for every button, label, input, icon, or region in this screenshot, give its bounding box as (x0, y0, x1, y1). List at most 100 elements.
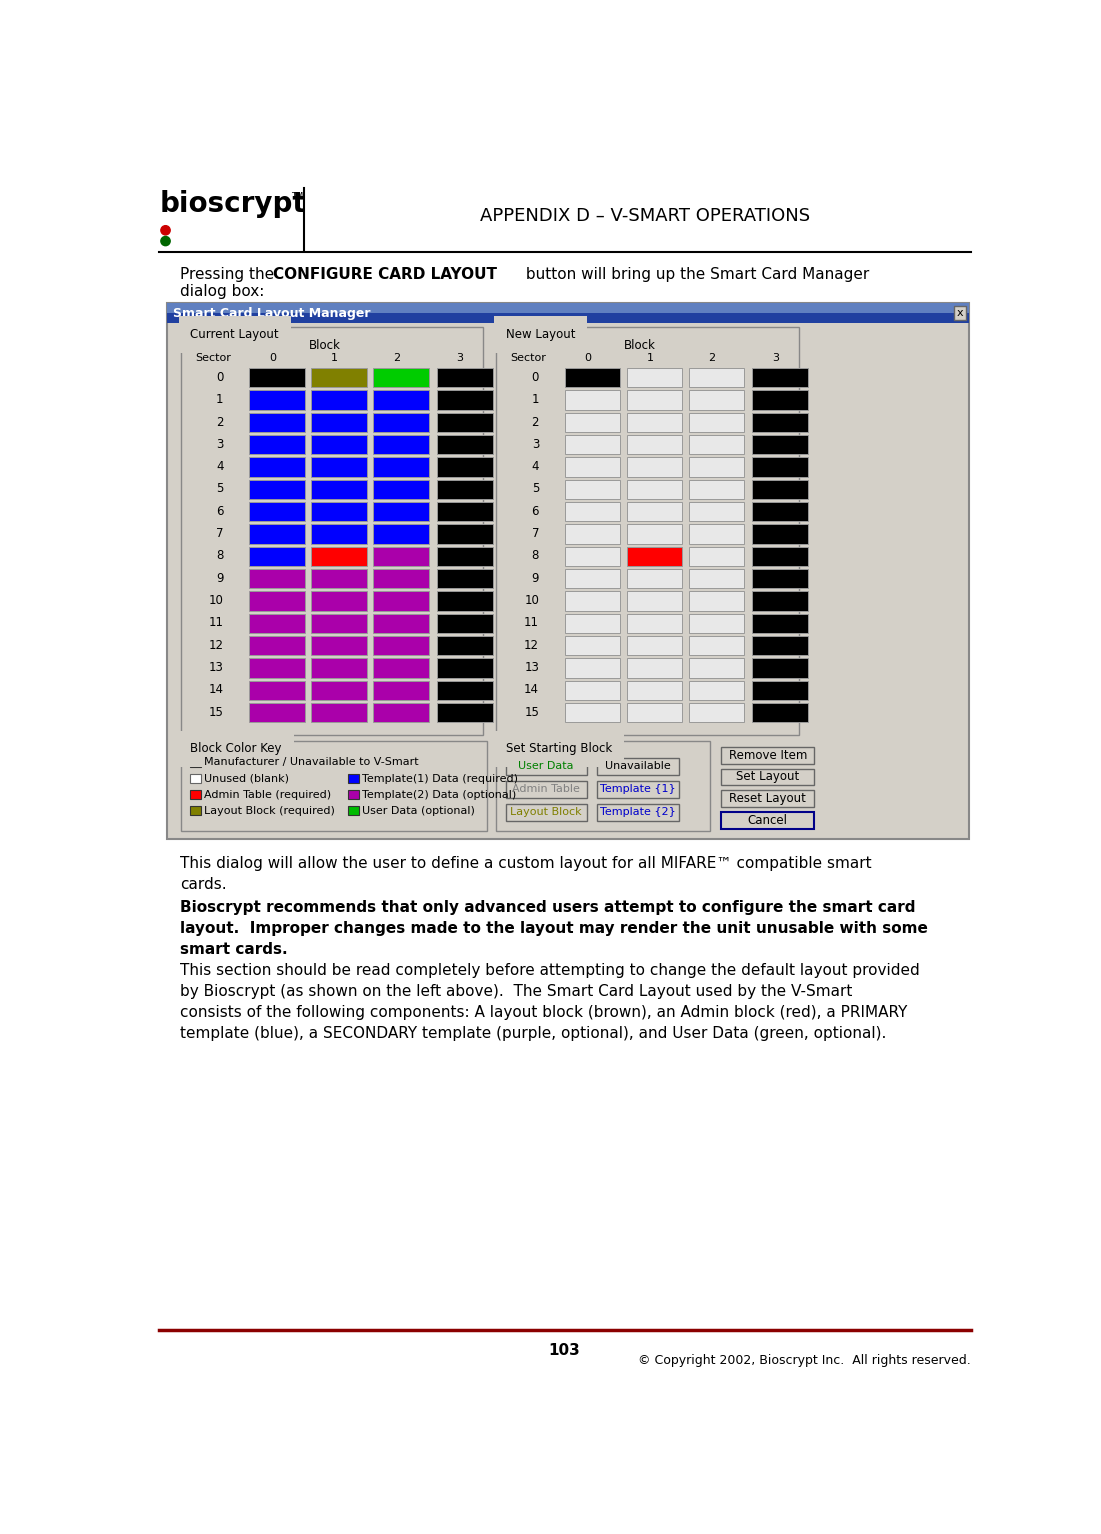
Bar (752, 368, 808, 388)
Bar (437, 413, 492, 433)
Text: Remove Item: Remove Item (729, 749, 807, 762)
Bar (626, 614, 683, 634)
Text: 1: 1 (532, 393, 539, 407)
Bar (688, 658, 744, 678)
Text: Template(2) Data (optional): Template(2) Data (optional) (361, 790, 516, 799)
Circle shape (161, 225, 171, 235)
Bar (688, 368, 744, 388)
Bar (249, 637, 305, 655)
Text: 6: 6 (532, 505, 539, 518)
Bar (688, 546, 744, 566)
Bar (597, 758, 678, 775)
Text: 0: 0 (532, 371, 539, 384)
Text: x: x (957, 308, 963, 318)
Bar (181, 741, 487, 831)
Bar (688, 569, 744, 589)
Bar (565, 457, 621, 477)
Bar (626, 480, 683, 499)
Bar (752, 391, 808, 410)
Bar (688, 637, 744, 655)
Bar (565, 525, 621, 543)
Text: bioscrypt: bioscrypt (160, 190, 306, 218)
Bar (437, 391, 492, 410)
Bar (167, 304, 969, 313)
Text: 3: 3 (216, 437, 224, 451)
Bar (312, 480, 367, 499)
Text: 0: 0 (269, 353, 276, 362)
Text: 2: 2 (708, 353, 716, 362)
Text: 4: 4 (532, 460, 539, 472)
Text: Set Layout: Set Layout (737, 770, 799, 784)
Text: 14: 14 (524, 684, 539, 696)
Bar (626, 368, 683, 388)
Text: 9: 9 (216, 572, 224, 584)
Bar (249, 546, 305, 566)
Bar (437, 368, 492, 388)
Text: 13: 13 (209, 661, 224, 673)
Bar (312, 413, 367, 433)
Text: 1: 1 (331, 353, 338, 362)
Bar (626, 681, 683, 700)
Bar (721, 811, 815, 828)
Text: 6: 6 (216, 505, 224, 518)
Bar (167, 304, 969, 324)
Text: 2: 2 (216, 416, 224, 428)
Bar (565, 681, 621, 700)
Bar (565, 480, 621, 499)
Text: User Data: User Data (519, 761, 574, 772)
Bar (721, 747, 815, 764)
Text: Admin Table (required): Admin Table (required) (205, 790, 331, 799)
Bar (312, 614, 367, 634)
Bar (752, 413, 808, 433)
Bar (752, 457, 808, 477)
Bar (437, 614, 492, 634)
Text: 103: 103 (548, 1342, 580, 1358)
Bar (373, 391, 429, 410)
Bar (373, 525, 429, 543)
Text: 5: 5 (532, 483, 539, 495)
Bar (373, 502, 429, 522)
Bar (626, 413, 683, 433)
Bar (497, 327, 798, 735)
Bar (167, 304, 969, 839)
Text: Cancel: Cancel (748, 813, 787, 827)
Text: 5: 5 (216, 483, 224, 495)
Bar (752, 525, 808, 543)
Bar (373, 413, 429, 433)
Bar (752, 502, 808, 522)
Bar (626, 436, 683, 454)
Bar (437, 592, 492, 611)
Text: Template {2}: Template {2} (600, 807, 675, 818)
Bar (505, 804, 587, 821)
Bar (626, 658, 683, 678)
Text: Layout Block: Layout Block (510, 807, 581, 818)
Text: Bioscrypt recommends that only advanced users attempt to configure the smart car: Bioscrypt recommends that only advanced … (181, 900, 928, 957)
Bar (373, 436, 429, 454)
Bar (752, 546, 808, 566)
Text: 8: 8 (532, 549, 539, 563)
Bar (752, 592, 808, 611)
Bar (373, 681, 429, 700)
Bar (565, 569, 621, 589)
Bar (249, 480, 305, 499)
Bar (312, 502, 367, 522)
Bar (688, 480, 744, 499)
Text: © Copyright 2002, Bioscrypt Inc.  All rights reserved.: © Copyright 2002, Bioscrypt Inc. All rig… (637, 1355, 971, 1367)
Text: 7: 7 (216, 528, 224, 540)
Text: This dialog will allow the user to define a custom layout for all MIFARE™ compat: This dialog will allow the user to defin… (181, 856, 872, 891)
Bar (437, 502, 492, 522)
Bar (249, 502, 305, 522)
Text: Reset Layout: Reset Layout (729, 792, 806, 805)
Bar (312, 703, 367, 723)
Bar (312, 658, 367, 678)
Bar (249, 592, 305, 611)
Bar (249, 681, 305, 700)
Text: Smart Card Layout Manager: Smart Card Layout Manager (173, 307, 371, 321)
Bar (312, 457, 367, 477)
Bar (249, 525, 305, 543)
Bar (721, 790, 815, 807)
Bar (721, 769, 815, 785)
Text: Pressing the: Pressing the (181, 267, 280, 282)
Text: Current Layout: Current Layout (190, 328, 279, 341)
Text: 4: 4 (216, 460, 224, 472)
